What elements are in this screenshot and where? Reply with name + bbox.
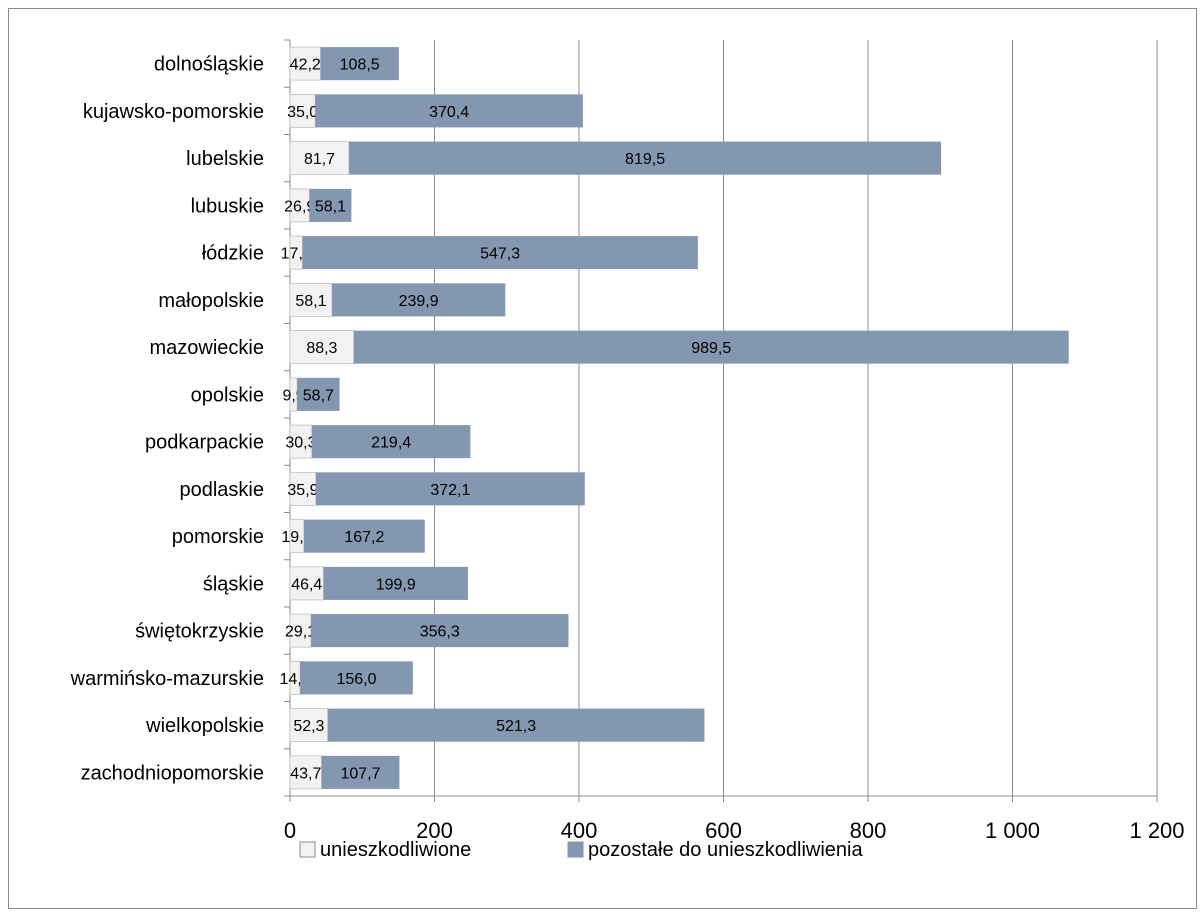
data-label: 108,5: [340, 57, 380, 74]
data-label: 107,7: [340, 765, 380, 782]
bar-segment-pozostale: [321, 755, 400, 789]
category-label: małopolskie: [158, 290, 264, 312]
category-label: pomorskie: [172, 526, 264, 548]
legend-label: unieszkodliwione: [320, 839, 471, 861]
data-label: 81,7: [304, 151, 335, 168]
bar-segment-unieszkodliwione: [289, 282, 333, 317]
category-label: wielkopolskie: [145, 715, 264, 737]
category-label: śląskie: [203, 573, 264, 595]
data-label: 42,2: [290, 57, 321, 74]
data-label: 58,7: [303, 387, 334, 404]
bar-segment-pozostale: [315, 94, 583, 128]
bar-segment-pozostale: [349, 141, 942, 175]
x-tick-label: 200: [416, 818, 453, 843]
data-label: 43,7: [290, 765, 321, 782]
category-label: podkarpackie: [145, 432, 264, 454]
bar-segment-unieszkodliwione: [289, 708, 329, 743]
bar-segment-pozostale: [331, 283, 506, 317]
bar-segment-pozostale: [323, 566, 468, 600]
legend-swatch: [567, 841, 584, 858]
data-label: 372,1: [430, 482, 470, 499]
data-label: 30,3: [285, 435, 316, 452]
x-tick-label: 600: [705, 818, 742, 843]
category-label: mazowieckie: [150, 337, 264, 359]
bar-segment-pozostale: [353, 330, 1069, 364]
data-label: 239,9: [399, 293, 439, 310]
category-label: podlaskie: [179, 479, 264, 501]
data-label: 356,3: [420, 624, 460, 641]
x-tick-label: 800: [850, 818, 887, 843]
bar-segment-unieszkodliwione: [289, 566, 324, 601]
bar-segment-unieszkodliwione: [289, 330, 355, 365]
bar-segment-pozostale: [315, 472, 585, 506]
bar-segment-pozostale: [320, 47, 399, 81]
bar-segment-pozostale: [309, 188, 352, 222]
bar-segment-pozostale: [311, 425, 471, 459]
data-label: 35,0: [287, 104, 318, 121]
data-label: 989,5: [691, 340, 731, 357]
data-label: 219,4: [371, 435, 411, 452]
bar-segment-pozostale: [303, 519, 425, 553]
bar-segment-pozostale: [297, 377, 340, 411]
bar-segment-pozostale: [300, 661, 413, 695]
bar-segment-unieszkodliwione: [289, 93, 316, 128]
data-label: 46,4: [291, 576, 322, 593]
bar-segment-unieszkodliwione: [289, 141, 350, 176]
bar-segment-unieszkodliwione: [289, 46, 321, 81]
category-label: kujawsko-pomorskie: [83, 101, 264, 123]
x-tick-label: 0: [284, 818, 296, 843]
category-label: opolskie: [191, 384, 264, 406]
x-tick-label: 400: [561, 818, 598, 843]
category-label: lubelskie: [186, 148, 264, 170]
data-label: 58,1: [295, 293, 326, 310]
bar-segment-pozostale: [327, 708, 705, 742]
data-label: 199,9: [376, 576, 416, 593]
bar-segment-unieszkodliwione: [289, 471, 317, 506]
bar-segment-pozostale: [302, 236, 698, 270]
bar-segment-pozostale: [311, 614, 569, 648]
x-tick-label: 1 200: [1129, 818, 1184, 843]
category-label: łódzkie: [202, 243, 264, 265]
data-label: 52,3: [293, 718, 324, 735]
data-label: 370,4: [429, 104, 469, 121]
category-label: świętokrzyskie: [135, 621, 264, 643]
data-label: 547,3: [480, 246, 520, 263]
data-label: 819,5: [625, 151, 665, 168]
category-label: zachodniopomorskie: [81, 762, 264, 784]
data-label: 521,3: [496, 718, 536, 735]
data-label: 88,3: [306, 340, 337, 357]
data-label: 29,1: [285, 624, 316, 641]
data-label: 156,0: [336, 671, 376, 688]
data-label: 26,9: [284, 198, 315, 215]
data-label: 167,2: [344, 529, 384, 546]
legend-swatch: [299, 841, 316, 858]
legend-label: pozostałe do unieszkodliwienia: [588, 839, 863, 861]
category-label: dolnośląskie: [154, 54, 264, 76]
data-label: 35,9: [287, 482, 318, 499]
data-label: 58,1: [315, 198, 346, 215]
x-tick-label: 1 000: [985, 818, 1040, 843]
category-label: lubuskie: [191, 195, 264, 217]
category-label: warmińsko-mazurskie: [70, 668, 264, 690]
